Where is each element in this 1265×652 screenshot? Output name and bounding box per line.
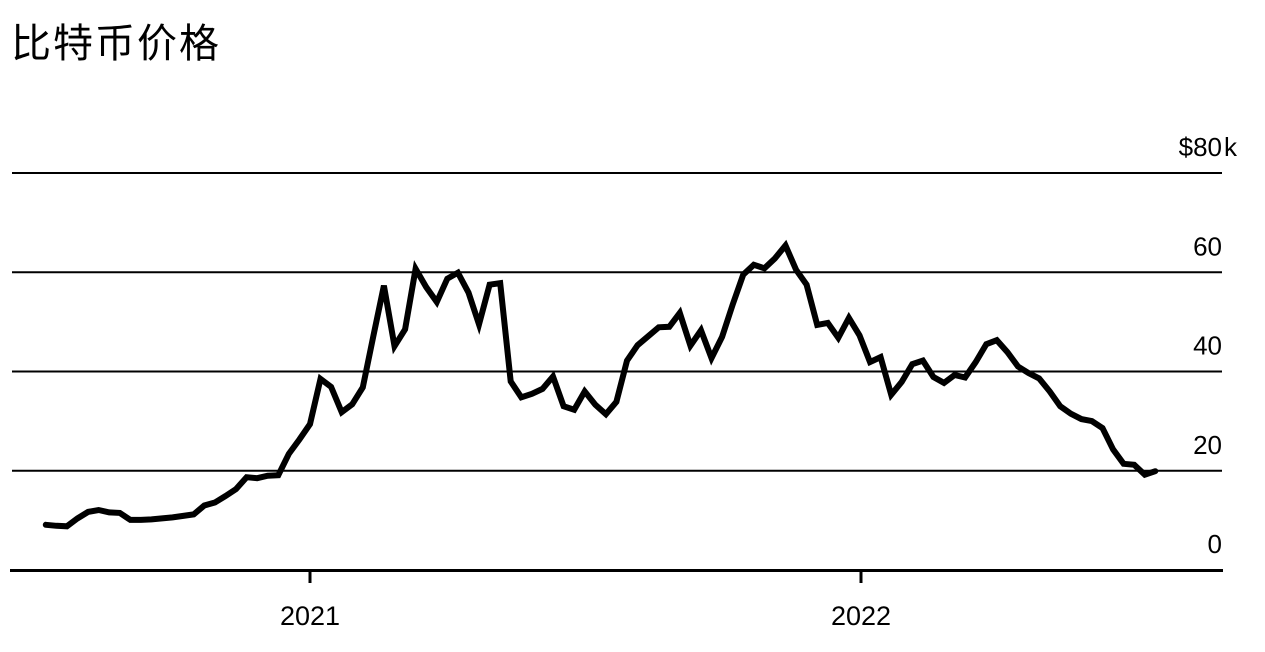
chart-title: 比特币价格 [11,22,221,66]
y-axis-label-60: 60 [1193,231,1222,261]
y-axis-label-20: 20 [1193,430,1222,460]
y-axis-label-80: $80 [1179,132,1222,162]
y-axis-label-0: 0 [1208,529,1222,559]
y-axis-label-80-suffix: k [1224,132,1238,162]
y-axis-label-40: 40 [1193,331,1222,361]
x-axis-label-2022: 2022 [831,601,891,631]
x-axis-label-2021: 2021 [280,601,340,631]
price-line [42,239,1159,530]
